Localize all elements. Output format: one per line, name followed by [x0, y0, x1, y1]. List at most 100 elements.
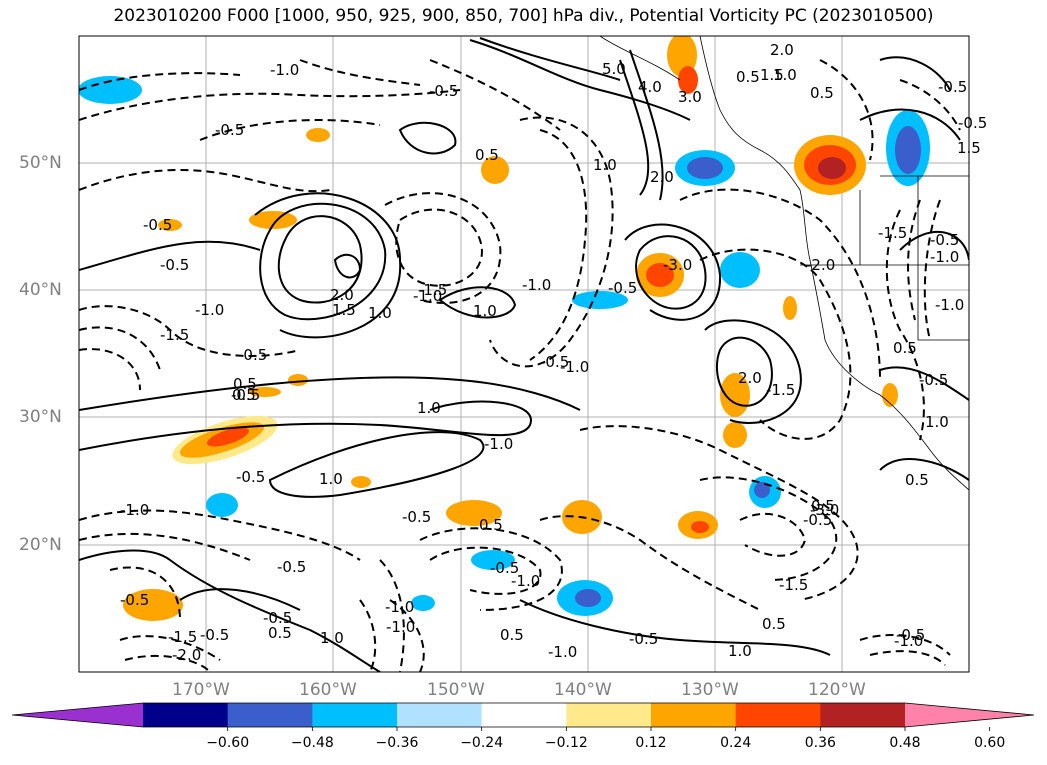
colorbar-tick-label: −0.60	[206, 735, 250, 751]
map-content	[79, 36, 969, 672]
contour-label: -0.5	[402, 508, 431, 526]
colorbar-outline	[11, 702, 1035, 728]
contour-label: -1.0	[930, 248, 959, 266]
pos-blob	[306, 128, 330, 142]
contour-label: 0.5	[233, 375, 257, 393]
colorbar-tick-label: −0.12	[544, 735, 588, 751]
contour-label: -1.0	[511, 572, 540, 590]
colorbar-extend-low	[12, 703, 143, 727]
pos-blob	[158, 219, 182, 231]
contour-label: 1.0	[773, 66, 797, 84]
colorbar-cell	[566, 703, 652, 727]
map-border	[78, 35, 970, 673]
pos-blob	[446, 500, 502, 526]
contour-label-layer: -1.0-0.5-0.5-0.50.5-0.50.5-0.5-0.5-1.02.…	[120, 41, 987, 664]
contour-label: -1.0	[195, 301, 224, 319]
contour-label: -0.5	[896, 626, 925, 644]
pos-blob	[481, 156, 509, 184]
contour-label: -1.0	[522, 276, 551, 294]
contour-label: -0.5	[938, 78, 967, 96]
contour-label: 0.5	[762, 615, 786, 633]
lon-label-140w: 140°W	[554, 680, 612, 700]
lat-label-20n: 20°N	[19, 535, 62, 555]
contour-label: 0.5	[479, 516, 503, 534]
contour-label: -0.5	[540, 353, 569, 371]
contour-label: -1.5	[168, 628, 197, 646]
contour-label: -0.5	[231, 386, 260, 404]
pos-blob	[783, 296, 797, 320]
contour-label: 1.0	[368, 304, 392, 322]
lon-label-150w: 150°W	[427, 680, 485, 700]
pos-blob	[646, 263, 674, 287]
pos-blob	[249, 211, 297, 229]
neg-blob	[720, 252, 760, 288]
solid-contours	[79, 37, 969, 672]
contour-label: -1.5	[418, 281, 447, 299]
contour-label: -0.5	[236, 468, 265, 486]
colorbar-cells	[143, 703, 906, 727]
contour-label: 1.5	[332, 301, 356, 319]
contour-label: 0.5	[905, 471, 929, 489]
colorbar-cell	[735, 703, 821, 727]
lon-label-120w: 120°W	[808, 680, 866, 700]
contour-label: -0.5	[200, 626, 229, 644]
dashed-contours	[79, 59, 961, 672]
contour-label: -0.5	[143, 216, 172, 234]
contour-label: -3.0	[663, 256, 692, 274]
contour-label: -0.5	[919, 371, 948, 389]
coastlines	[599, 36, 969, 491]
contour-label: 1.5	[957, 139, 981, 157]
contour-label: 0.5	[232, 386, 256, 404]
contour-label: 1.0	[925, 413, 949, 431]
contour-label: 3.0	[678, 88, 702, 106]
lat-label-50n: 50°N	[19, 153, 62, 173]
colorbar-tick-label: −0.48	[290, 735, 334, 751]
neg-blob	[411, 595, 435, 611]
contour-label: -0.5	[215, 121, 244, 139]
colorbar-cell	[820, 703, 906, 727]
neg-blob	[754, 482, 770, 498]
pos-blob	[882, 383, 898, 407]
contour-label: -1.0	[560, 358, 589, 376]
contour-label: -1.0	[894, 632, 923, 650]
colorbar-tick-label: −0.36	[375, 735, 419, 751]
colorbar-tick-label: 0.24	[720, 735, 752, 751]
lon-label-160w: 160°W	[299, 680, 357, 700]
contour-label: -2.0	[172, 646, 201, 664]
colorbar-ticks	[227, 727, 991, 731]
lon-label-170w: 170°W	[172, 680, 230, 700]
pos-blob	[206, 427, 250, 447]
pos-blob	[678, 66, 698, 94]
pos-blob	[691, 521, 709, 533]
colorbar-tick-label: 0.60	[974, 735, 1006, 751]
contour-label: -0.5	[803, 511, 832, 529]
neg-blob	[687, 157, 723, 179]
pos-blob	[818, 157, 846, 179]
contour-label: 2.0	[650, 168, 674, 186]
contour-label: 0.5	[500, 626, 524, 644]
contour-label: -3.0	[810, 501, 839, 519]
contour-label: 0.5	[268, 624, 292, 642]
contour-label: 1.0	[728, 642, 752, 660]
lon-label-130w: 130°W	[681, 680, 739, 700]
contour-label: -1.0	[484, 435, 513, 453]
colorbar-tick-label: 0.12	[635, 735, 667, 751]
contour-label: 2.0	[330, 286, 354, 304]
contour-label: -1.0	[270, 61, 299, 79]
pos-blob	[123, 589, 183, 621]
contour-label: -0.5	[490, 559, 519, 577]
neg-blob	[79, 76, 142, 104]
contour-label: -1.0	[385, 598, 414, 616]
contour-label: 1.0	[593, 156, 617, 174]
neg-blob	[206, 493, 238, 517]
colorbar	[11, 702, 1035, 731]
contour-label: -1.0	[548, 643, 577, 661]
neg-blob	[575, 589, 601, 607]
colorbar-extend-high	[905, 703, 1034, 727]
lat-label-40n: 40°N	[19, 280, 62, 300]
contour-label: 2.0	[738, 369, 762, 387]
contour-label: -0.5	[160, 256, 189, 274]
contour-label: -0.5	[608, 279, 637, 297]
contour-label: 1.0	[320, 629, 344, 647]
